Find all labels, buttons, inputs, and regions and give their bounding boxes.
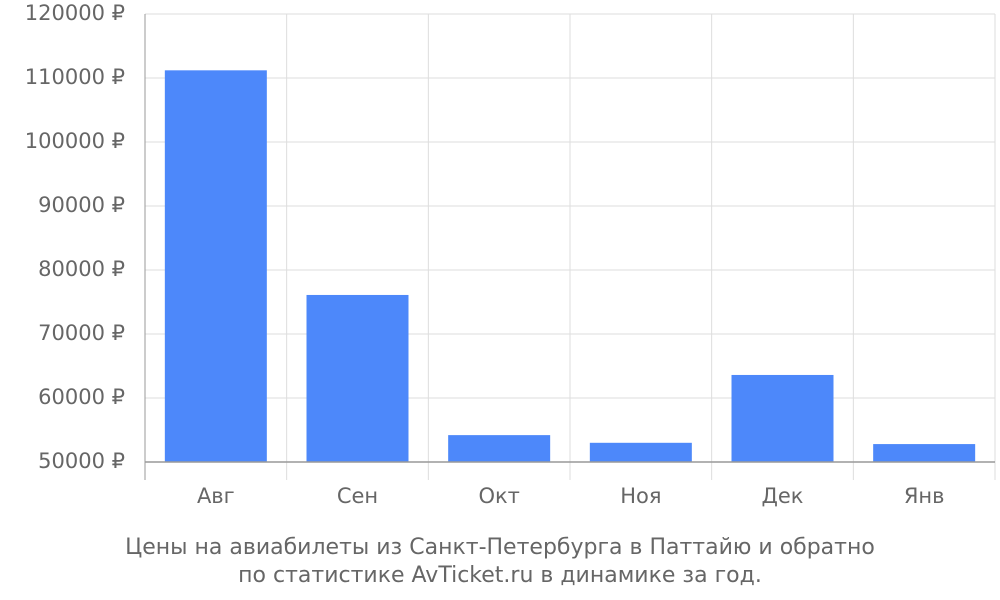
x-tick-label: Янв (904, 484, 945, 508)
y-tick-label: 110000 ₽ (25, 65, 125, 89)
x-tick-label: Ноя (620, 484, 661, 508)
y-tick-label: 60000 ₽ (38, 385, 125, 409)
y-tick-label: 80000 ₽ (38, 257, 125, 281)
y-tick-label: 120000 ₽ (25, 1, 125, 25)
y-tick-label: 70000 ₽ (38, 321, 125, 345)
bar (164, 70, 267, 462)
bar (306, 294, 409, 462)
y-tick-label: 100000 ₽ (25, 129, 125, 153)
x-tick-label: Окт (478, 484, 519, 508)
bar (448, 435, 551, 462)
x-tick-label: Дек (761, 484, 803, 508)
x-tick-label: Авг (197, 484, 235, 508)
chart-caption: по статистике AvTicket.ru в динамике за … (238, 563, 762, 588)
y-tick-label: 90000 ₽ (38, 193, 125, 217)
chart-caption: Цены на авиабилеты из Санкт-Петербурга в… (125, 535, 875, 560)
y-tick-label: 50000 ₽ (38, 449, 125, 473)
bar (731, 374, 834, 462)
bar (589, 442, 692, 462)
x-tick-label: Сен (337, 484, 378, 508)
bar (873, 444, 976, 462)
